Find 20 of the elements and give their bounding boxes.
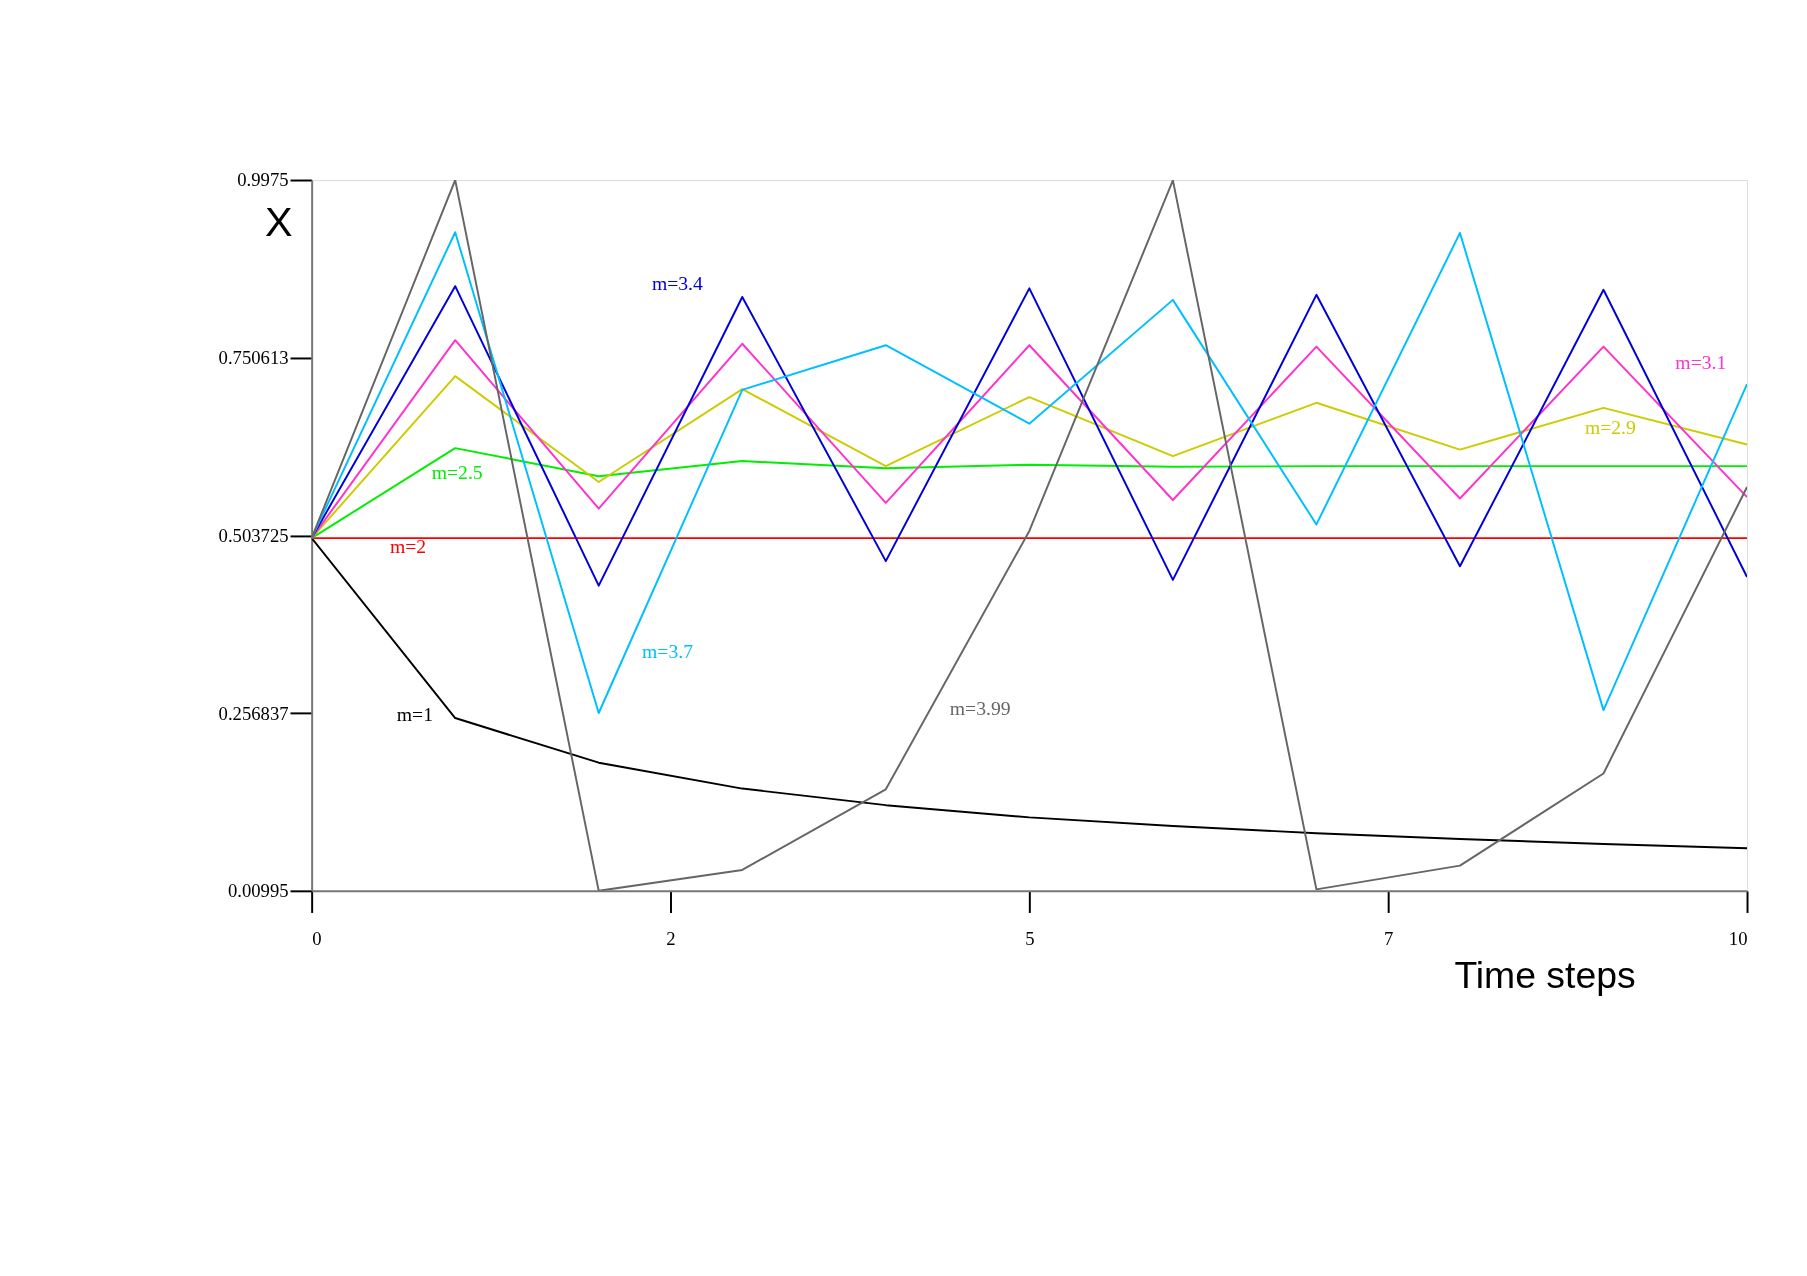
y-tick-label: 0.00995: [227, 880, 289, 902]
series-label: m=3.1: [1675, 350, 1727, 373]
series-label: m=2.9: [1584, 415, 1637, 438]
x-tick-label: 10: [1728, 928, 1748, 950]
y-tick-label: 0.750613: [218, 347, 289, 369]
series-label: m=3.99: [949, 696, 1011, 719]
x-axis-title: Time steps: [1454, 953, 1636, 996]
series-label: m=2: [389, 534, 427, 557]
y-tick-label: 0.256837: [218, 702, 289, 724]
x-tick-label: 2: [666, 928, 676, 950]
y-axis-title: X: [264, 198, 293, 245]
series-label: m=3.7: [642, 639, 694, 662]
y-tick-label: 0.503725: [218, 524, 289, 546]
x-tick-label: 7: [1384, 928, 1394, 950]
x-tick-label: 5: [1025, 928, 1035, 950]
x-tick-label: 0: [312, 928, 322, 950]
series-label: m=3.4: [651, 272, 704, 295]
y-tick-label: 0.9975: [237, 169, 289, 191]
series-label: m=1: [396, 702, 433, 725]
series-label: m=2.5: [431, 460, 483, 483]
